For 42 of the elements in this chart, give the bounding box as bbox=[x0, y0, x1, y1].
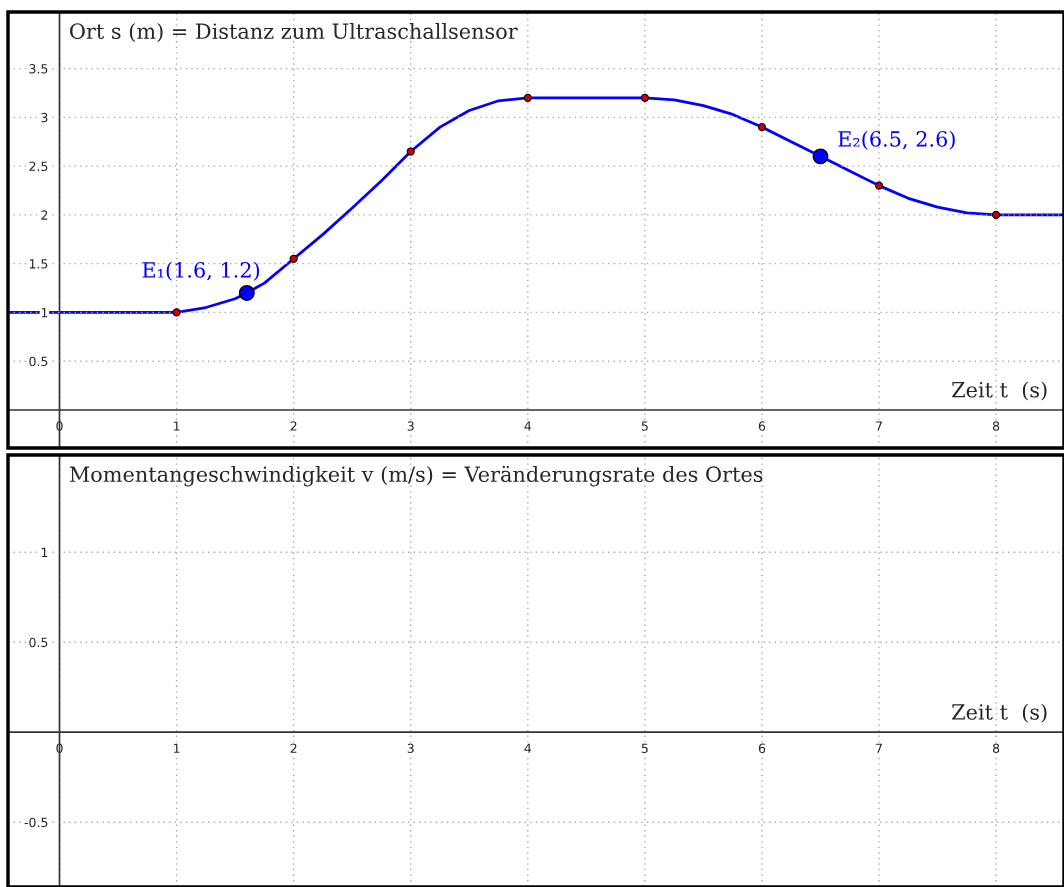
x-tick-label: 3 bbox=[407, 743, 414, 753]
y-tick-label: 2.5 bbox=[29, 161, 48, 172]
point bbox=[523, 93, 532, 102]
text: Momentangeschwindigkeit v (m/s) = Veränderungsrate des Ortes bbox=[69, 465, 763, 487]
point bbox=[238, 284, 255, 301]
x-tick-label: 2 bbox=[290, 743, 297, 753]
point bbox=[640, 93, 649, 102]
y-tick-label: -0.5 bbox=[24, 817, 48, 828]
y-tick-label: 3.5 bbox=[29, 64, 48, 74]
x-tick-label: 7 bbox=[876, 421, 882, 431]
y-tick-label: 1 bbox=[41, 308, 48, 318]
point bbox=[757, 123, 767, 132]
x-tick-label: 3 bbox=[407, 421, 414, 431]
x-tick-label: 4 bbox=[524, 743, 532, 753]
x-axis-title: Zeit t (s) bbox=[952, 703, 1047, 723]
point bbox=[172, 308, 181, 317]
x-tick-label: 7 bbox=[876, 743, 882, 753]
y-tick-label: 1.5 bbox=[29, 259, 48, 269]
x-tick-label: 5 bbox=[641, 743, 648, 753]
x-tick-label: 1 bbox=[173, 421, 180, 431]
data-label: E₁(1.6, 1.2) bbox=[142, 261, 260, 281]
x-tick-label: 5 bbox=[641, 421, 648, 431]
x-tick-label: 6 bbox=[758, 743, 766, 753]
x-axis-title: Zeit t (s) bbox=[952, 381, 1047, 401]
x-tick-label: 8 bbox=[992, 743, 1000, 753]
y-tick-label: 0.5 bbox=[29, 356, 48, 367]
y-tick-label: 3 bbox=[41, 112, 48, 123]
point bbox=[812, 148, 829, 165]
x-tick-label: 6 bbox=[758, 421, 766, 431]
point bbox=[992, 210, 1001, 219]
data-label: E₂(6.5, 2.6) bbox=[838, 130, 955, 150]
point bbox=[874, 181, 884, 190]
x-tick-label: 1 bbox=[173, 743, 180, 753]
y-tick-label: 0.5 bbox=[29, 637, 48, 648]
chart-title: Ort s (m) = Distanz zum Ultraschallsensor bbox=[70, 22, 518, 42]
point bbox=[289, 254, 298, 263]
x-tick-label: 2 bbox=[290, 421, 297, 431]
y-tick-label: 1 bbox=[41, 547, 48, 557]
y-tick-label: 2 bbox=[41, 210, 48, 220]
x-tick-label: 8 bbox=[992, 421, 1000, 431]
x-tick-label: 4 bbox=[524, 421, 532, 431]
point bbox=[406, 147, 415, 156]
